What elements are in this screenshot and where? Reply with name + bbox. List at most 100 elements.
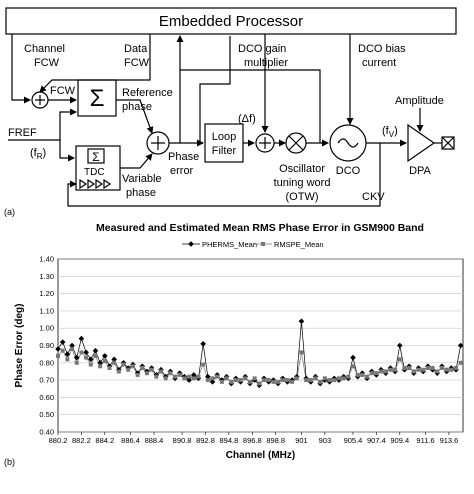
marker <box>421 367 426 372</box>
wire <box>116 99 154 134</box>
marker <box>74 360 79 365</box>
label: error <box>170 165 194 177</box>
marker <box>215 374 220 379</box>
x-axis-title: Channel (MHz) <box>226 450 295 461</box>
panel-label: (a) <box>4 207 15 217</box>
y-tick-label: 1.20 <box>39 289 54 298</box>
label: current <box>362 57 396 69</box>
label: Data <box>124 43 148 55</box>
chart: Measured and Estimated Mean RMS Phase Er… <box>14 222 464 461</box>
marker <box>458 360 463 365</box>
chart-title: Measured and Estimated Mean RMS Phase Er… <box>96 222 424 234</box>
legend-label: RMSPE_Mean <box>274 240 324 249</box>
marker <box>402 365 407 370</box>
wire <box>67 143 381 207</box>
adder-sign <box>259 137 271 149</box>
marker <box>186 377 192 383</box>
marker <box>457 342 464 349</box>
marker <box>313 376 318 381</box>
marker <box>290 379 295 384</box>
marker <box>369 371 374 376</box>
label: CKV <box>362 191 385 203</box>
marker <box>374 371 379 376</box>
marker <box>416 367 421 372</box>
legend-marker <box>261 242 265 246</box>
label: Variable <box>122 173 162 185</box>
marker <box>360 372 365 377</box>
label: (fV) <box>382 125 398 139</box>
accumulator-box <box>77 79 117 117</box>
marker <box>229 379 234 384</box>
y-tick-label: 0.60 <box>39 393 54 402</box>
tdc-sub-box <box>87 148 105 164</box>
marker <box>257 381 262 386</box>
marker <box>163 376 168 381</box>
marker <box>285 378 290 383</box>
marker <box>87 356 94 363</box>
wire <box>199 36 231 143</box>
label: DCO bias <box>358 43 406 55</box>
marker <box>64 351 71 357</box>
marker <box>187 374 192 379</box>
processor-label: Embedded Processor <box>159 13 303 30</box>
label: R <box>37 152 43 161</box>
marker <box>322 376 327 381</box>
x-tick-label: 901 <box>295 436 308 445</box>
y-tick-label: 1.40 <box>39 255 54 264</box>
label: Oscillator <box>279 163 325 175</box>
marker <box>262 378 267 383</box>
y-tick-label: 1.10 <box>39 306 54 315</box>
block-diagram: Embedded Processor Channel FCW Data FCW … <box>5 7 457 207</box>
sigma: Σ <box>90 85 105 112</box>
adder-sign <box>35 95 45 105</box>
marker <box>425 365 430 370</box>
marker <box>396 342 403 349</box>
label: (fR) <box>30 147 46 161</box>
marker <box>397 357 402 362</box>
marker <box>294 376 299 381</box>
marker <box>196 374 201 379</box>
marker <box>65 357 70 362</box>
marker <box>299 350 304 355</box>
wire <box>59 140 75 162</box>
marker <box>266 378 271 383</box>
y-tick-label: 1.30 <box>39 272 54 281</box>
marker <box>435 369 440 374</box>
label: Loop <box>212 131 236 143</box>
y-tick-label: 0.80 <box>39 358 54 367</box>
marker <box>56 353 60 358</box>
marker <box>69 342 75 349</box>
label: ) <box>43 147 47 159</box>
marker <box>393 367 398 372</box>
marker <box>168 371 173 376</box>
marker <box>154 374 159 379</box>
multiplier-sign <box>288 135 304 151</box>
y-axis-title: Phase Error (deg) <box>14 304 25 388</box>
marker <box>318 379 323 384</box>
marker <box>200 340 206 347</box>
marker <box>116 369 121 374</box>
marker <box>243 376 248 381</box>
label: FCW <box>124 57 150 69</box>
label: (f <box>382 125 390 137</box>
label: (f <box>30 147 38 159</box>
label: DCO gain <box>238 43 286 55</box>
marker <box>224 376 229 381</box>
marker <box>70 346 75 351</box>
processor-box <box>5 7 457 35</box>
marker <box>252 376 257 381</box>
marker <box>355 372 360 377</box>
marker <box>190 372 197 378</box>
marker <box>449 367 454 372</box>
x-tick-label: 886.4 <box>121 436 140 445</box>
marker <box>60 348 65 353</box>
label: Channel <box>24 43 65 55</box>
marker <box>177 372 182 377</box>
marker <box>444 367 449 372</box>
marker <box>135 372 140 377</box>
output <box>441 136 455 150</box>
marker <box>140 365 145 370</box>
label: (Δf) <box>238 113 256 125</box>
y-tick-label: 0.90 <box>39 341 54 350</box>
x-tick-label: 892.8 <box>196 436 215 445</box>
